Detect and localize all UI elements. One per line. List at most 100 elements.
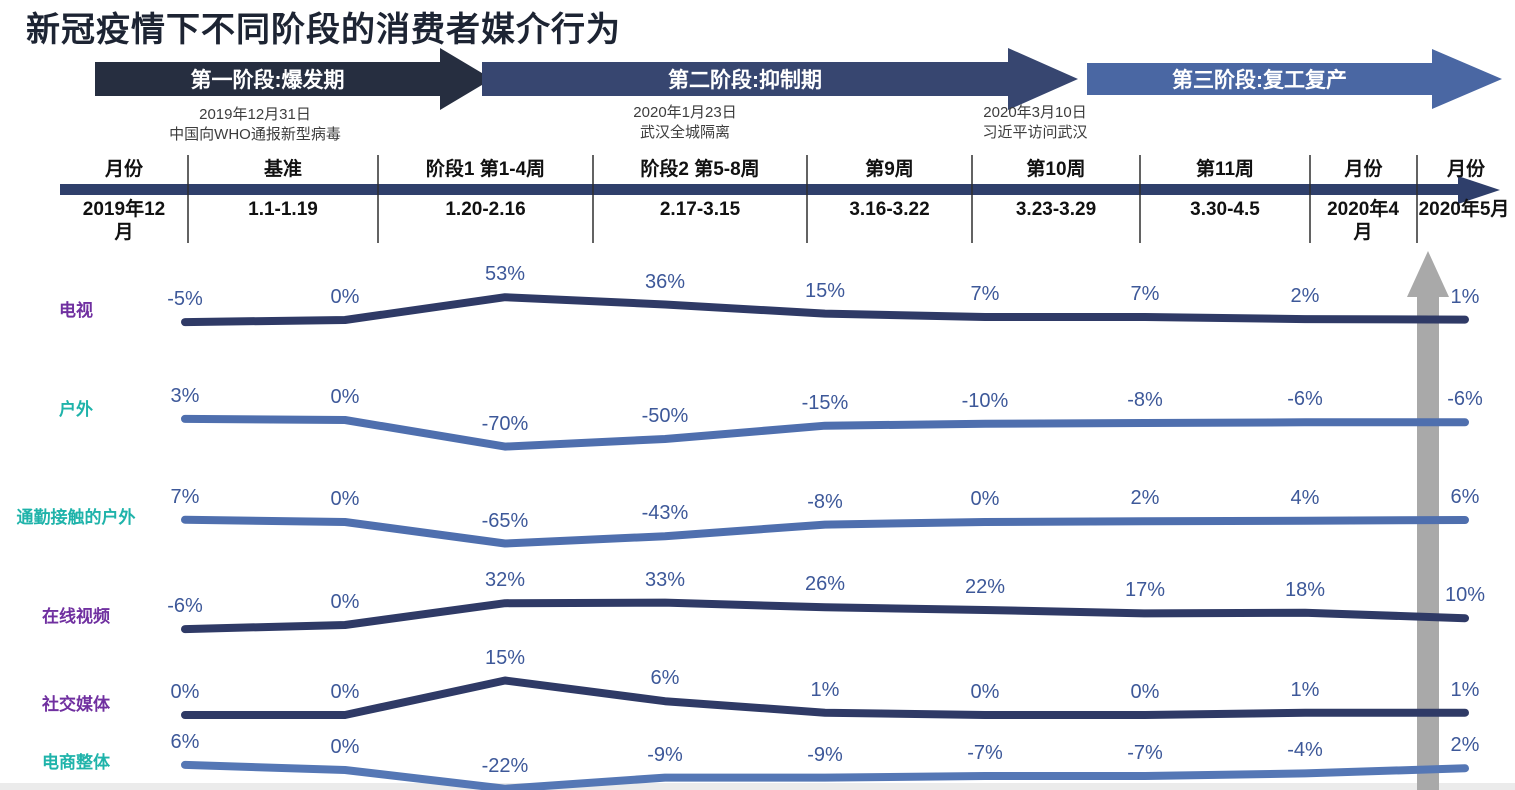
data-point-label: -65% (481, 509, 529, 532)
series-name: 通勤接触的户外 (16, 508, 136, 527)
stage-arrow-2 (482, 48, 1078, 110)
data-point-label: 6% (650, 667, 680, 690)
data-point-label: -7% (967, 742, 1003, 764)
data-point-label: 53% (484, 263, 526, 286)
data-point-label: -43% (641, 502, 689, 525)
timeline-header-cell: 月份 (1446, 159, 1485, 180)
stage-arrow-1 (95, 48, 492, 110)
data-point-label: 1% (1290, 678, 1320, 701)
data-point-label: -70% (481, 412, 529, 435)
milestone-xi-visit: 2020年3月10日 习近平访问武汉 (905, 103, 1165, 142)
data-point-label: -22% (481, 754, 529, 777)
data-point-label: 6% (170, 730, 200, 753)
data-point-label: -7% (1127, 742, 1163, 764)
data-point-label: 7% (170, 485, 200, 508)
series-name: 社交媒体 (42, 695, 110, 714)
data-point-label: -6% (1287, 388, 1323, 411)
milestone-date: 2020年1月23日 (633, 104, 737, 121)
data-point-label: 10% (1444, 584, 1486, 607)
timeline-date-cell: 3.23-3.29 (1015, 199, 1097, 220)
timeline-header-cell: 月份 (1344, 159, 1383, 180)
data-point-label: -6% (167, 595, 203, 618)
data-point-label: 7% (970, 283, 1000, 305)
data-point-label: 0% (970, 681, 1000, 703)
milestone-wuhan-lockdown: 2020年1月23日 武汉全城隔离 (555, 103, 815, 142)
data-point-label: -4% (1287, 739, 1323, 762)
data-point-label: 0% (330, 681, 360, 703)
stage-1-label: 第一阶段:爆发期 (190, 69, 345, 92)
data-point-label: 15% (804, 279, 846, 302)
data-point-label: 0% (170, 681, 200, 703)
series-name: 在线视频 (42, 607, 110, 626)
data-point-label: 26% (804, 573, 846, 596)
data-point-label: -9% (647, 743, 683, 766)
milestone-event: 习近平访问武汉 (982, 123, 1088, 141)
data-point-label: 15% (484, 646, 526, 669)
page-title: 新冠疫情下不同阶段的消费者媒介行为 (26, 11, 621, 49)
data-point-label: 0% (330, 736, 360, 758)
series-line-6 (181, 760, 1469, 790)
data-point-label: -15% (801, 391, 849, 414)
data-point-label: 0% (330, 488, 360, 510)
data-point-label: 17% (1124, 579, 1166, 602)
data-point-label: 32% (484, 569, 526, 592)
data-point-label: 22% (964, 576, 1006, 598)
timeline-header-cell: 阶段1 第1-4周 (425, 159, 546, 180)
timeline-date-cell: 3.16-3.22 (849, 199, 930, 220)
timeline-header-cell: 月份 (104, 159, 143, 180)
timeline-header-cell: 基准 (263, 159, 302, 180)
data-point-label: 2% (1130, 487, 1160, 510)
data-point-label: -50% (641, 405, 689, 427)
data-point-label: 4% (1290, 486, 1320, 509)
data-point-label: 1% (810, 678, 840, 701)
timeline-date-cell: 2020年5月 (1418, 199, 1510, 220)
series-name: 电商整体 (42, 753, 110, 772)
stage-3-label: 第三阶段:复工复产 (1172, 69, 1347, 92)
data-point-label: 0% (970, 488, 1000, 510)
timeline-dividers (187, 155, 1418, 243)
data-point-label: -5% (167, 288, 203, 311)
series-line-5 (181, 676, 1469, 719)
timeline-date-cell: 1.20-2.16 (445, 199, 526, 220)
milestone-event: 中国向WHO通报新型病毒 (169, 125, 341, 143)
data-point-label: 0% (330, 286, 360, 308)
data-point-label: 2% (1450, 734, 1480, 757)
data-point-label: -8% (1127, 389, 1163, 411)
data-point-label: -8% (807, 490, 843, 513)
data-point-label: -10% (961, 389, 1009, 412)
bottom-edge-strip (0, 783, 1515, 790)
data-point-label: 1% (1450, 285, 1480, 308)
milestone-who-report: 2019年12月31日 中国向WHO通报新型病毒 (125, 105, 385, 144)
timeline-header-cell: 阶段2 第5-8周 (640, 159, 760, 180)
timeline-date-cell: 2019年12月 (82, 199, 166, 243)
series-line-1 (181, 293, 1469, 327)
series-line-2 (181, 414, 1469, 451)
series-line-3 (181, 515, 1469, 548)
data-point-label: 0% (1130, 681, 1160, 703)
timeline-date-cell: 1.1-1.19 (248, 199, 318, 220)
timeline-date-cell: 2.17-3.15 (659, 199, 741, 220)
series-name: 电视 (59, 301, 93, 320)
data-point-label: 33% (644, 568, 686, 591)
timeline-header-cell: 第11周 (1195, 159, 1255, 180)
series-line-4 (181, 598, 1469, 634)
data-point-label: 18% (1284, 578, 1326, 601)
data-point-label: 3% (170, 384, 200, 407)
timeline-header-cell: 第9周 (865, 159, 914, 180)
data-point-label: -6% (1447, 388, 1483, 411)
stage-arrow-3 (1087, 49, 1502, 109)
stage-2-label: 第二阶段:抑制期 (668, 69, 822, 92)
data-point-label: 0% (330, 386, 360, 408)
milestone-date: 2019年12月31日 (199, 106, 311, 123)
timeline-axis-arrow (60, 176, 1500, 204)
milestone-event: 武汉全城隔离 (639, 123, 730, 141)
timeline-date-cell: 2020年4月 (1327, 199, 1399, 243)
milestone-date: 2020年3月10日 (983, 104, 1087, 121)
data-point-label: 2% (1290, 285, 1320, 308)
data-point-label: 0% (330, 591, 360, 613)
timeline-header-cell: 第10周 (1026, 159, 1086, 180)
data-point-label: -9% (807, 743, 843, 766)
timeline-date-cell: 3.30-4.5 (1190, 199, 1260, 220)
series-name: 户外 (59, 400, 93, 419)
data-point-label: 7% (1130, 283, 1160, 305)
